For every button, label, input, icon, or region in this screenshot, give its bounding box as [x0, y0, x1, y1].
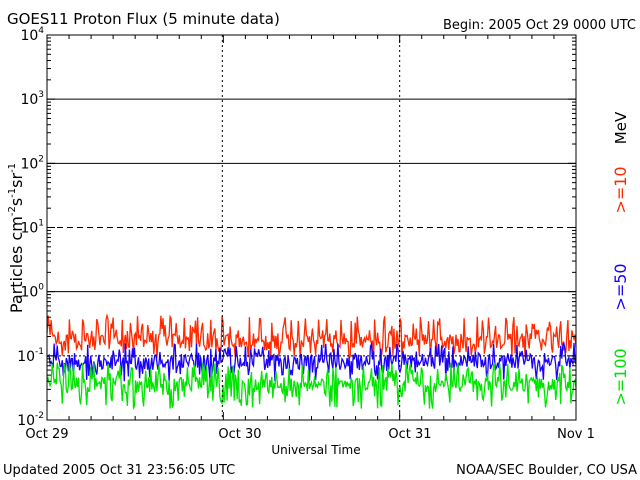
series-line-ge100 — [46, 362, 577, 411]
y-tick-label: 10-1 — [17, 347, 44, 365]
chart-title: GOES11 Proton Flux (5 minute data) — [7, 10, 280, 28]
footer-credit: NOAA/SEC Boulder, CO USA — [456, 463, 637, 478]
footer-updated: Updated 2005 Oct 31 23:56:05 UTC — [3, 463, 235, 478]
legend-ge50: >=50 — [611, 263, 630, 310]
legend-ge100: >=100 — [611, 348, 630, 405]
legend-ge10: >=10 — [611, 166, 630, 213]
day-dividers — [221, 35, 401, 420]
y-tick-label: 10-2 — [17, 411, 44, 429]
x-axis-label: Universal Time — [271, 443, 360, 457]
x-tick-label-oct31: Oct 31 — [388, 427, 431, 442]
series-line-ge10 — [46, 313, 577, 361]
y-tick-label: 101 — [20, 219, 44, 237]
x-tick-label-oct30: Oct 30 — [218, 427, 261, 442]
y-tick-label: 102 — [20, 154, 44, 172]
begin-label: Begin: 2005 Oct 29 0000 UTC — [443, 18, 636, 33]
y-tick-label: 100 — [20, 283, 44, 301]
series-line-ge50 — [46, 340, 577, 382]
y-tick-label: 104 — [20, 26, 44, 44]
axis-ticks — [46, 34, 577, 421]
units-label: MeV — [612, 111, 630, 144]
threshold-lines — [47, 98, 576, 357]
x-tick-label-nov1: Nov 1 — [557, 427, 595, 442]
y-tick-label: 103 — [20, 90, 44, 108]
y-tick-labels: 10-2 10-1 100 101 102 103 104 — [17, 26, 44, 429]
x-tick-labels: Oct 29 Oct 30 Oct 31 Nov 1 — [25, 427, 594, 442]
y-axis-label: Particles cm-2s-1sr-1 — [7, 163, 26, 313]
series-layer — [46, 313, 577, 411]
x-tick-label-oct29: Oct 29 — [25, 427, 68, 442]
